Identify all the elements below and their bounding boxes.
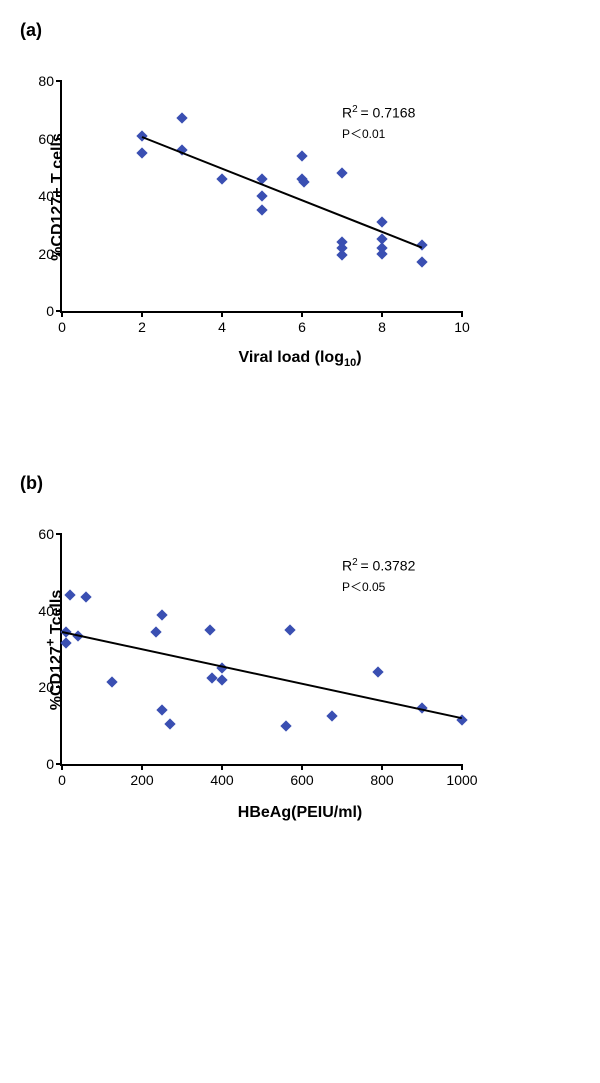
data-point bbox=[336, 249, 347, 260]
y-tick-label: 20 bbox=[26, 679, 54, 695]
y-tick-mark bbox=[56, 253, 62, 255]
x-tick-mark bbox=[301, 311, 303, 317]
y-tick-label: 40 bbox=[26, 188, 54, 204]
y-tick-label: 0 bbox=[26, 303, 54, 319]
data-point bbox=[296, 150, 307, 161]
x-tick-label: 600 bbox=[290, 772, 313, 788]
x-tick-label: 6 bbox=[298, 319, 306, 335]
data-point bbox=[256, 205, 267, 216]
x-tick-mark bbox=[141, 311, 143, 317]
data-point bbox=[256, 190, 267, 201]
x-tick-label: 1000 bbox=[446, 772, 477, 788]
data-point bbox=[216, 173, 227, 184]
data-point bbox=[150, 626, 161, 637]
y-tick-mark bbox=[56, 138, 62, 140]
data-point bbox=[60, 638, 71, 649]
data-point bbox=[106, 676, 117, 687]
chart-a-wrap: %CD127+ T cells 0204060800246810R2 = 0.7… bbox=[60, 81, 540, 313]
panel-b-label: (b) bbox=[0, 453, 600, 494]
x-tick-mark bbox=[461, 311, 463, 317]
chart-a-plot-area: 0204060800246810R2 = 0.7168P＜0.01 bbox=[60, 81, 462, 313]
x-tick-mark bbox=[141, 764, 143, 770]
data-point bbox=[376, 216, 387, 227]
data-point bbox=[80, 592, 91, 603]
data-point bbox=[156, 609, 167, 620]
x-tick-mark bbox=[381, 311, 383, 317]
chart-b-xlabel: HBeAg(PEIU/ml) bbox=[238, 804, 362, 822]
x-tick-label: 8 bbox=[378, 319, 386, 335]
x-tick-label: 0 bbox=[58, 772, 66, 788]
y-tick-label: 80 bbox=[26, 73, 54, 89]
y-tick-label: 60 bbox=[26, 131, 54, 147]
data-point bbox=[416, 256, 427, 267]
trend-line bbox=[62, 631, 462, 719]
stats-annotation: R2 = 0.7168P＜0.01 bbox=[342, 103, 415, 143]
data-point bbox=[216, 674, 227, 685]
x-tick-mark bbox=[61, 764, 63, 770]
y-tick-mark bbox=[56, 533, 62, 535]
data-point bbox=[326, 710, 337, 721]
x-tick-mark bbox=[221, 764, 223, 770]
chart-b-wrap: %CD127+ Tcells 020406002004006008001000R… bbox=[60, 534, 540, 766]
y-tick-label: 20 bbox=[26, 246, 54, 262]
y-tick-mark bbox=[56, 686, 62, 688]
x-tick-mark bbox=[221, 311, 223, 317]
data-point bbox=[336, 167, 347, 178]
x-tick-label: 200 bbox=[130, 772, 153, 788]
stats-annotation: R2 = 0.3782P＜0.05 bbox=[342, 556, 415, 596]
x-tick-label: 10 bbox=[454, 319, 470, 335]
x-tick-mark bbox=[461, 764, 463, 770]
y-tick-label: 40 bbox=[26, 603, 54, 619]
x-tick-mark bbox=[301, 764, 303, 770]
y-tick-mark bbox=[56, 610, 62, 612]
y-tick-label: 0 bbox=[26, 756, 54, 772]
y-tick-mark bbox=[56, 195, 62, 197]
data-point bbox=[204, 624, 215, 635]
trend-line bbox=[142, 136, 423, 249]
data-point bbox=[156, 705, 167, 716]
data-point bbox=[280, 720, 291, 731]
x-tick-label: 400 bbox=[210, 772, 233, 788]
chart-a-xlabel: Viral load (log10) bbox=[238, 349, 361, 369]
y-tick-mark bbox=[56, 80, 62, 82]
data-point bbox=[284, 624, 295, 635]
x-tick-label: 0 bbox=[58, 319, 66, 335]
y-tick-label: 60 bbox=[26, 526, 54, 542]
x-tick-label: 800 bbox=[370, 772, 393, 788]
data-point bbox=[136, 147, 147, 158]
x-tick-label: 4 bbox=[218, 319, 226, 335]
data-point bbox=[372, 666, 383, 677]
panel-a-label: (a) bbox=[0, 0, 600, 41]
data-point bbox=[206, 672, 217, 683]
chart-b-plot-area: 020406002004006008001000R2 = 0.3782P＜0.0… bbox=[60, 534, 462, 766]
data-point bbox=[64, 590, 75, 601]
x-tick-mark bbox=[381, 764, 383, 770]
x-tick-mark bbox=[61, 311, 63, 317]
x-tick-label: 2 bbox=[138, 319, 146, 335]
data-point bbox=[164, 718, 175, 729]
data-point bbox=[176, 113, 187, 124]
